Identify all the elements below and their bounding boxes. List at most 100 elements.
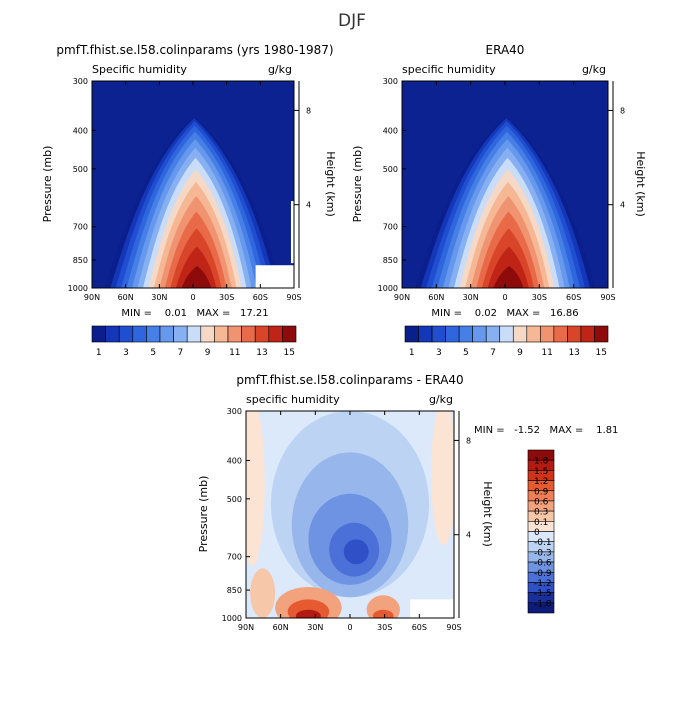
humidity-field <box>402 81 608 288</box>
chart-subtitle-left: Specific humidity <box>92 63 187 76</box>
colorbar-swatch <box>118 325 134 343</box>
y-tick-label: 400 <box>73 126 88 135</box>
colorbar-swatch <box>404 325 419 343</box>
y-tick-label: 500 <box>383 165 398 174</box>
y2-axis-label: Height (km) <box>634 151 647 217</box>
colorbar-label: -0.6 <box>534 559 552 569</box>
x-tick-label: 90S <box>600 293 615 302</box>
colorbar-label: 1.2 <box>534 477 548 487</box>
colorbar-swatch <box>200 325 215 343</box>
colorbar-swatch <box>431 325 446 343</box>
stats-text: MIN = 0.01 MAX = 17.21 <box>121 308 268 319</box>
colorbar-label: 0.9 <box>534 487 549 497</box>
colorbar-swatch <box>91 325 106 343</box>
colorbar-label: 13 <box>256 348 267 358</box>
chart-subtitle-left: specific humidity <box>246 393 340 406</box>
colorbar-swatch <box>146 325 161 343</box>
y-tick-label: 700 <box>227 553 242 562</box>
y2-axis-label: Height (km) <box>324 151 337 217</box>
y-tick-label: 400 <box>227 456 242 465</box>
chart-title: pmfT.fhist.se.l58.colinparams - ERA40 <box>236 373 463 387</box>
colorbar-swatch <box>445 325 460 343</box>
colorbar-label: 1.8 <box>534 457 549 467</box>
chart-panel-difference: pmfT.fhist.se.l58.colinparams - ERA40 sp… <box>197 373 618 632</box>
y-axis-label: Pressure (mb) <box>351 146 364 223</box>
x-tick-label: 90S <box>286 293 301 302</box>
y2-tick-label: 4 <box>306 201 311 210</box>
y2-tick-label: 8 <box>306 106 311 115</box>
difference-field <box>246 411 454 618</box>
colorbar-label: -1.8 <box>534 599 552 609</box>
y2-tick-label: 8 <box>466 436 471 445</box>
colorbar-swatch <box>499 325 514 343</box>
colorbar-label: 3 <box>123 348 129 358</box>
chart-subtitle-right: g/kg <box>582 63 606 76</box>
missing-data-patch <box>255 265 294 288</box>
colorbar-label: 11 <box>229 348 240 358</box>
y-tick-label: 400 <box>383 126 398 135</box>
difference-contour-11 <box>366 595 400 618</box>
colorbar-label: 7 <box>178 348 184 358</box>
colorbar-swatch <box>485 325 501 343</box>
x-tick-label: 90N <box>394 293 410 302</box>
x-tick-label: 30S <box>532 293 547 302</box>
colorbar-swatch <box>173 325 188 343</box>
colorbar-swatch <box>159 325 174 343</box>
colorbar-label: 15 <box>283 348 294 358</box>
colorbar-label: 1 <box>96 348 102 358</box>
y-tick-label: 850 <box>73 256 88 265</box>
colorbar-label: 1 <box>409 348 415 358</box>
difference-contour-13 <box>250 568 276 618</box>
colorbar-swatch <box>214 325 229 343</box>
colorbar-label: 0.1 <box>534 518 548 528</box>
y-tick-label: 1000 <box>68 284 88 293</box>
y-axis-label: Pressure (mb) <box>41 146 54 223</box>
x-tick-label: 30N <box>151 293 167 302</box>
colorbar-swatch <box>553 325 568 343</box>
difference-contour-10 <box>295 609 321 618</box>
colorbar-swatch <box>594 325 609 343</box>
colorbar-label: 9 <box>205 348 211 358</box>
x-tick-label: 60N <box>118 293 134 302</box>
x-tick-label: 0 <box>502 293 507 302</box>
colorbar-swatch <box>540 325 555 343</box>
x-tick-label: 0 <box>347 623 352 632</box>
page-title: DJF <box>338 11 366 31</box>
colorbar-swatch <box>526 325 541 343</box>
colorbar-swatch <box>580 325 595 343</box>
colorbar-label: 7 <box>490 348 496 358</box>
chart-panel-model: pmfT.fhist.se.l58.colinparams (yrs 1980-… <box>41 43 337 358</box>
stats-text: MIN = -1.52 MAX = 1.81 <box>474 425 618 436</box>
x-tick-label: 30N <box>463 293 479 302</box>
y-tick-label: 1000 <box>222 614 242 623</box>
colorbar-swatch <box>241 325 256 343</box>
colorbar-label: 5 <box>463 348 469 358</box>
colorbar-label: 15 <box>596 348 607 358</box>
colorbar-label: -0.9 <box>534 569 552 579</box>
x-tick-label: 90N <box>238 623 254 632</box>
colorbar-swatch <box>512 325 528 343</box>
colorbar-label: 3 <box>436 348 442 358</box>
x-tick-label: 30N <box>307 623 323 632</box>
y-tick-label: 850 <box>227 586 242 595</box>
colorbar-label: 11 <box>541 348 552 358</box>
y-tick-label: 1000 <box>378 284 398 293</box>
difference-contour-12 <box>372 609 394 618</box>
y-tick-label: 700 <box>383 223 398 232</box>
colorbar-swatch <box>282 325 297 343</box>
colorbar-swatch <box>254 325 270 343</box>
chart-title: pmfT.fhist.se.l58.colinparams (yrs 1980-… <box>56 43 333 57</box>
colorbar-label: 5 <box>150 348 156 358</box>
chart-subtitle-left: specific humidity <box>402 63 496 76</box>
y-tick-label: 300 <box>383 77 398 86</box>
y-axis-label: Pressure (mb) <box>197 476 210 553</box>
y-tick-label: 300 <box>227 407 242 416</box>
colorbar-swatch <box>472 325 487 343</box>
colorbar-swatch <box>227 325 242 343</box>
y2-axis-label: Height (km) <box>481 481 494 547</box>
y2-tick-label: 4 <box>466 531 471 540</box>
x-tick-label: 30S <box>377 623 392 632</box>
chart-panel-era40: ERA40 specific humidity g/kg Pressure (m… <box>351 43 647 358</box>
x-tick-label: 90N <box>84 293 100 302</box>
